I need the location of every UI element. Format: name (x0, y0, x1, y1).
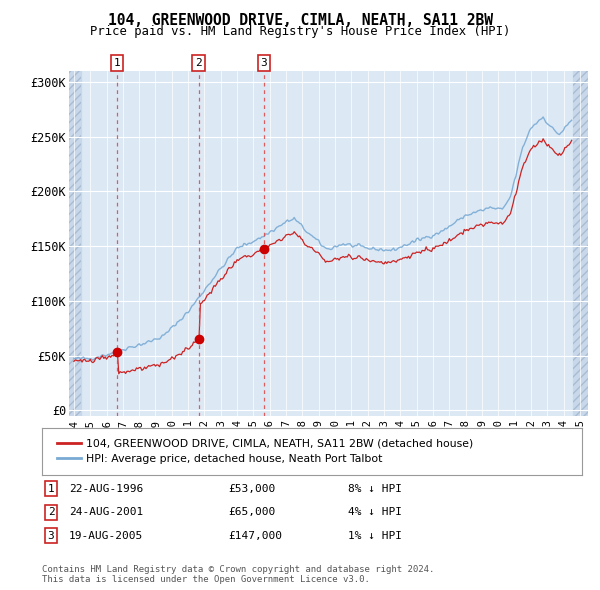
Text: 1: 1 (47, 484, 55, 493)
Legend: 104, GREENWOOD DRIVE, CIMLA, NEATH, SA11 2BW (detached house), HPI: Average pric: 104, GREENWOOD DRIVE, CIMLA, NEATH, SA11… (53, 434, 478, 468)
Text: £53,000: £53,000 (228, 484, 275, 493)
Text: 8% ↓ HPI: 8% ↓ HPI (348, 484, 402, 493)
Text: 3: 3 (47, 531, 55, 540)
Text: £147,000: £147,000 (228, 531, 282, 540)
Text: 19-AUG-2005: 19-AUG-2005 (69, 531, 143, 540)
Text: 2: 2 (47, 507, 55, 517)
Text: 2: 2 (195, 58, 202, 68)
Bar (69, 71, 81, 416)
Bar (69, 71, 81, 416)
Text: £65,000: £65,000 (228, 507, 275, 517)
Bar (573, 71, 588, 416)
Text: 22-AUG-1996: 22-AUG-1996 (69, 484, 143, 493)
Text: 3: 3 (260, 58, 268, 68)
Text: Contains HM Land Registry data © Crown copyright and database right 2024.
This d: Contains HM Land Registry data © Crown c… (42, 565, 434, 584)
Bar (573, 71, 588, 416)
Text: 1% ↓ HPI: 1% ↓ HPI (348, 531, 402, 540)
Text: 24-AUG-2001: 24-AUG-2001 (69, 507, 143, 517)
Text: 1: 1 (113, 58, 121, 68)
Text: Price paid vs. HM Land Registry's House Price Index (HPI): Price paid vs. HM Land Registry's House … (90, 25, 510, 38)
Text: 4% ↓ HPI: 4% ↓ HPI (348, 507, 402, 517)
Text: 104, GREENWOOD DRIVE, CIMLA, NEATH, SA11 2BW: 104, GREENWOOD DRIVE, CIMLA, NEATH, SA11… (107, 13, 493, 28)
